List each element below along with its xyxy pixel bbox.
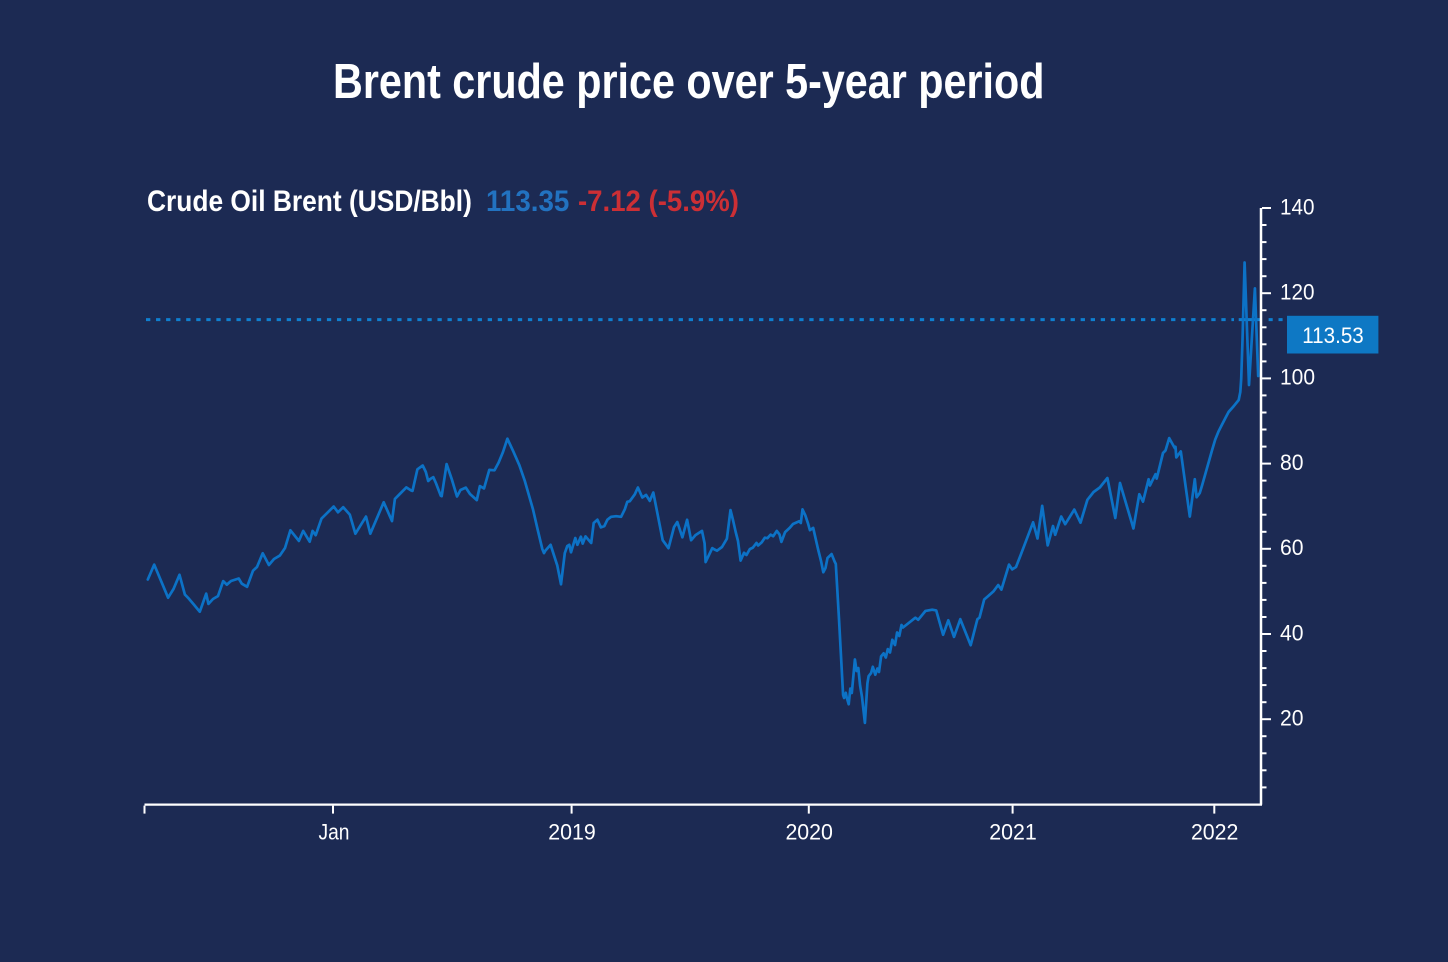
svg-text:2022: 2022: [1191, 820, 1239, 845]
svg-text:Jan: Jan: [319, 820, 350, 845]
svg-text:60: 60: [1280, 535, 1304, 560]
svg-text:2019: 2019: [548, 820, 596, 845]
svg-text:2021: 2021: [989, 820, 1037, 845]
svg-text:140: 140: [1280, 194, 1315, 219]
svg-text:120: 120: [1280, 280, 1315, 305]
svg-text:113.53: 113.53: [1302, 323, 1364, 348]
svg-text:2020: 2020: [785, 820, 833, 845]
svg-text:80: 80: [1280, 450, 1304, 475]
svg-text:20: 20: [1280, 706, 1304, 731]
svg-text:100: 100: [1280, 365, 1315, 390]
svg-text:40: 40: [1280, 620, 1304, 645]
